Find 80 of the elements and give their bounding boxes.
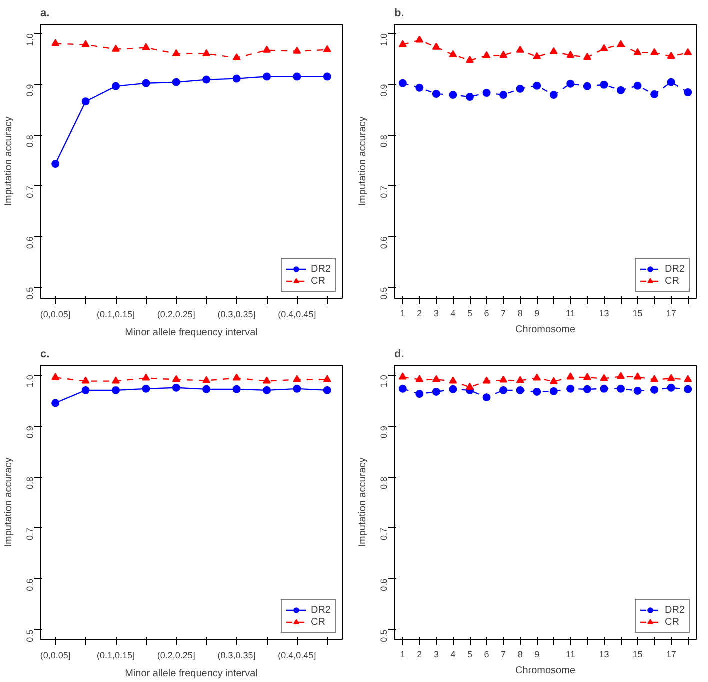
y-tick-label: 0.8 bbox=[379, 135, 389, 148]
x-tick-label: (0.4,0.45] bbox=[278, 310, 316, 320]
x-tick-label: 6 bbox=[484, 650, 490, 660]
x-tick-label: 7 bbox=[501, 308, 506, 318]
y-axis-title: Imputation accuracy bbox=[4, 458, 14, 548]
y-tick-label: 0.6 bbox=[25, 578, 35, 592]
x-tick-label: (0.1,0.15] bbox=[96, 310, 136, 320]
y-tick-label: 1.0 bbox=[379, 375, 389, 388]
legend-label: DR2 bbox=[310, 263, 331, 275]
y-tick-label: 0.7 bbox=[25, 186, 35, 198]
y-tick-label: 1.0 bbox=[25, 375, 35, 388]
y-tick-label: 0.5 bbox=[25, 287, 35, 300]
x-axis-title: Minor allele frequency interval bbox=[125, 668, 258, 680]
chart-title: c. bbox=[40, 348, 50, 360]
x-tick-label: (0.2,0.25] bbox=[157, 650, 196, 660]
y-tick-label: 0.8 bbox=[25, 477, 35, 490]
legend-label: DR2 bbox=[664, 604, 685, 616]
x-tick-label: 7 bbox=[501, 650, 506, 660]
y-tick-label: 0.9 bbox=[25, 84, 35, 97]
chart-title: b. bbox=[394, 8, 404, 20]
x-tick-label: 4 bbox=[450, 650, 456, 660]
y-tick-label: 0.8 bbox=[25, 135, 35, 148]
legend-label: CR bbox=[310, 275, 326, 287]
x-tick-label: 13 bbox=[599, 308, 610, 318]
x-tick-label: 17 bbox=[666, 650, 676, 660]
y-tick-label: 0.8 bbox=[379, 477, 389, 490]
y-tick-label: 0.7 bbox=[25, 528, 35, 540]
x-tick-label: 2 bbox=[417, 650, 422, 660]
y-tick-label: 0.5 bbox=[379, 287, 389, 300]
y-tick-label: 1.0 bbox=[379, 34, 389, 46]
x-tick-label: 17 bbox=[666, 308, 676, 318]
x-axis-title: Chromosome bbox=[515, 324, 576, 336]
x-tick-label: 8 bbox=[518, 308, 523, 318]
x-axis-title: Chromosome bbox=[515, 666, 576, 676]
legend-label: CR bbox=[310, 616, 326, 628]
x-tick-label: (0,0.05] bbox=[40, 650, 71, 660]
y-axis-title: Imputation accuracy bbox=[358, 116, 368, 206]
x-tick-label: 6 bbox=[484, 308, 490, 318]
y-tick-label: 0.7 bbox=[379, 186, 389, 198]
y-tick-label: 0.6 bbox=[379, 578, 389, 592]
y-tick-label: 0.6 bbox=[379, 236, 389, 250]
x-tick-label: (0,0.05] bbox=[40, 310, 71, 320]
x-tick-label: 5 bbox=[467, 308, 473, 318]
x-tick-label: (0.4,0.45] bbox=[278, 650, 316, 660]
x-tick-label: 3 bbox=[434, 650, 439, 660]
x-tick-label: 5 bbox=[467, 650, 473, 660]
legend-label: CR bbox=[664, 275, 680, 287]
legend-label: DR2 bbox=[310, 604, 331, 616]
y-tick-label: 0.9 bbox=[379, 84, 389, 97]
y-tick-label: 0.5 bbox=[25, 630, 35, 642]
chart-title: d. bbox=[394, 348, 404, 360]
x-tick-label: 15 bbox=[632, 308, 643, 318]
y-tick-label: 0.7 bbox=[379, 528, 389, 540]
y-tick-label: 0.9 bbox=[379, 426, 389, 439]
x-tick-label: 4 bbox=[450, 308, 456, 318]
y-tick-label: 1.0 bbox=[25, 34, 35, 46]
x-axis-title: Minor allele frequency interval bbox=[125, 328, 258, 338]
x-tick-label: 9 bbox=[534, 650, 540, 660]
x-tick-label: 11 bbox=[566, 650, 576, 660]
chart-title: a. bbox=[40, 8, 50, 20]
y-axis-title: Imputation accuracy bbox=[4, 116, 14, 206]
x-tick-label: 1 bbox=[400, 650, 406, 660]
x-tick-label: (0.3,0.35] bbox=[218, 650, 256, 660]
x-tick-label: 13 bbox=[599, 650, 610, 660]
x-tick-label: (0.3,0.35] bbox=[218, 310, 256, 320]
x-tick-label: (0.1,0.15] bbox=[96, 650, 136, 660]
x-tick-label: 11 bbox=[566, 308, 576, 318]
x-tick-label: 9 bbox=[534, 308, 540, 318]
y-tick-label: 0.5 bbox=[379, 630, 389, 642]
y-tick-label: 0.9 bbox=[25, 426, 35, 439]
legend-label: CR bbox=[664, 616, 680, 628]
y-tick-label: 0.6 bbox=[25, 236, 35, 250]
x-tick-label: 3 bbox=[434, 308, 439, 318]
x-tick-label: (0.2,0.25] bbox=[157, 310, 196, 320]
x-tick-label: 8 bbox=[518, 650, 523, 660]
x-tick-label: 2 bbox=[417, 308, 422, 318]
x-tick-label: 1 bbox=[400, 308, 406, 318]
legend-label: DR2 bbox=[664, 263, 685, 275]
x-tick-label: 15 bbox=[632, 650, 643, 660]
y-axis-title: Imputation accuracy bbox=[358, 458, 368, 548]
